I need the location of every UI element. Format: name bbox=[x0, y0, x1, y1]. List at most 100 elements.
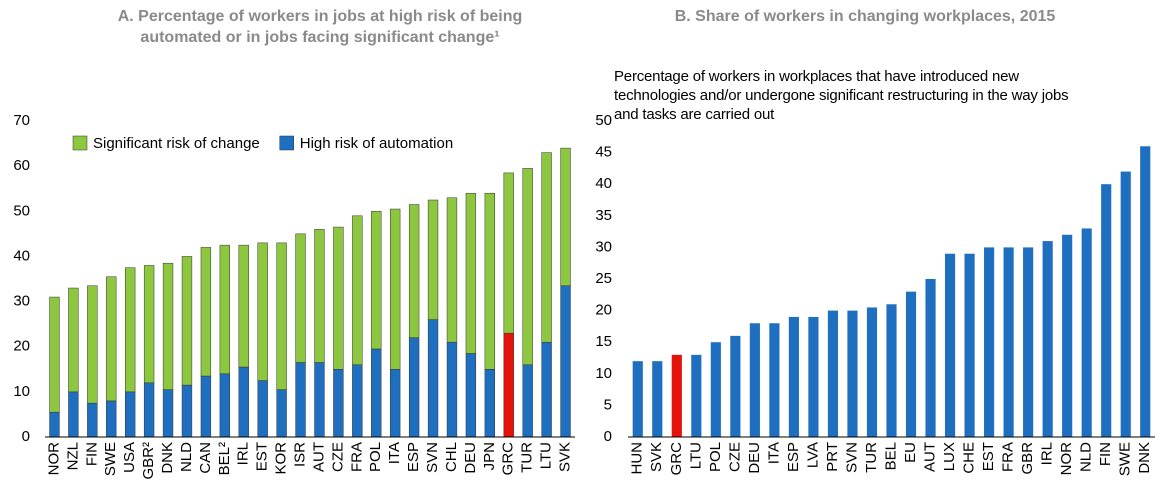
y-tick-label: 0 bbox=[22, 428, 30, 445]
bar-segment bbox=[257, 380, 268, 438]
bar bbox=[691, 354, 702, 437]
legend-swatch bbox=[72, 135, 88, 151]
bar-segment bbox=[446, 197, 458, 343]
bar-segment bbox=[276, 389, 287, 438]
bar-segment bbox=[390, 208, 401, 370]
bar-segment bbox=[106, 276, 117, 402]
bar bbox=[749, 323, 760, 437]
x-tick-label: BEL² bbox=[216, 442, 233, 475]
y-tick-label: 50 bbox=[595, 112, 612, 129]
x-tick-label: IRL bbox=[1039, 442, 1056, 465]
bar-segment bbox=[503, 172, 514, 334]
bar-segment bbox=[87, 285, 98, 404]
bar-segment bbox=[200, 247, 212, 377]
x-tick-label: NLD bbox=[1078, 442, 1095, 472]
bar-segment bbox=[181, 384, 193, 438]
x-tick-label: FRA bbox=[348, 442, 365, 472]
y-tick-label: 35 bbox=[595, 207, 612, 224]
x-tick-label: ESP bbox=[405, 442, 422, 472]
bar-segment bbox=[408, 337, 420, 438]
legend-label: High risk of automation bbox=[300, 135, 453, 152]
y-tick-label: 40 bbox=[595, 175, 612, 192]
bar-segment bbox=[333, 369, 344, 438]
bar-segment bbox=[125, 391, 136, 438]
y-tick-label: 0 bbox=[604, 428, 612, 445]
x-tick-label: EU bbox=[902, 442, 919, 463]
bar bbox=[925, 279, 936, 437]
x-tick-label: SVN bbox=[843, 442, 860, 473]
bar bbox=[1062, 234, 1073, 437]
bar-segment bbox=[219, 373, 230, 438]
bar-segment bbox=[162, 389, 174, 438]
legend-swatch bbox=[279, 135, 295, 151]
bar-segment bbox=[143, 265, 155, 384]
bar-segment bbox=[238, 366, 249, 438]
y-tick-label: 40 bbox=[13, 247, 30, 264]
x-tick-label: SWE bbox=[102, 442, 119, 476]
x-tick-label: SVK bbox=[648, 442, 665, 472]
bar bbox=[827, 310, 839, 437]
bar bbox=[788, 316, 799, 437]
bar bbox=[886, 304, 897, 437]
x-tick-label: NOR bbox=[1058, 442, 1075, 476]
bar-segment bbox=[314, 362, 325, 438]
x-tick-label: AUT bbox=[922, 442, 939, 472]
x-tick-label: POL bbox=[367, 442, 384, 472]
x-tick-label: FIN bbox=[1097, 442, 1114, 466]
x-tick-label: ISR bbox=[292, 442, 309, 467]
bar-segment bbox=[49, 296, 60, 413]
bar-segment bbox=[522, 364, 533, 438]
x-tick-label: CHE bbox=[961, 442, 978, 474]
bar-segment bbox=[257, 242, 268, 381]
x-tick-label: DNK bbox=[1136, 442, 1153, 474]
chart-title: B. Share of workers in changing workplac… bbox=[674, 8, 1056, 25]
bar bbox=[1042, 241, 1053, 437]
x-tick-label: NZL bbox=[64, 442, 81, 470]
x-tick-label: CAN bbox=[197, 442, 214, 474]
bar-segment bbox=[125, 267, 136, 393]
y-tick-label: 15 bbox=[595, 333, 612, 350]
x-tick-label: ITA bbox=[765, 442, 782, 464]
y-tick-label: 25 bbox=[595, 270, 612, 287]
x-tick-label: SVK bbox=[557, 442, 574, 472]
y-tick-label: 60 bbox=[13, 157, 30, 174]
bar-segment bbox=[465, 353, 477, 438]
bar-segment bbox=[68, 391, 79, 438]
x-tick-label: HUN bbox=[629, 442, 646, 475]
bar bbox=[769, 323, 780, 437]
x-tick-label: CZE bbox=[726, 442, 743, 472]
bar bbox=[671, 354, 682, 437]
x-tick-label: POL bbox=[707, 442, 724, 472]
bar-segment bbox=[484, 192, 495, 370]
bar-segment bbox=[181, 256, 193, 386]
x-tick-label: SVN bbox=[424, 442, 441, 473]
bar-segment bbox=[295, 233, 306, 363]
bar-segment bbox=[352, 364, 363, 438]
bar bbox=[984, 247, 995, 437]
x-tick-label: BEL bbox=[882, 442, 899, 470]
bar bbox=[964, 253, 975, 437]
bar bbox=[710, 342, 721, 437]
bar bbox=[1120, 171, 1131, 437]
x-tick-label: GRC bbox=[668, 442, 685, 476]
x-tick-label: GBR bbox=[1019, 442, 1036, 475]
bar-segment bbox=[238, 244, 249, 368]
bar-segment bbox=[68, 287, 79, 393]
bar-segment bbox=[162, 262, 174, 390]
y-tick-label: 10 bbox=[595, 365, 612, 382]
bar-segment bbox=[371, 211, 382, 350]
bar bbox=[1081, 228, 1092, 437]
bar bbox=[730, 335, 741, 437]
bar-segment bbox=[560, 285, 571, 438]
y-tick-label: 10 bbox=[13, 383, 30, 400]
bar bbox=[847, 310, 858, 437]
x-tick-label: FRA bbox=[1000, 442, 1017, 472]
x-tick-label: IRL bbox=[235, 442, 252, 465]
x-tick-label: ITA bbox=[386, 442, 403, 464]
bar bbox=[808, 316, 819, 437]
bar-segment bbox=[427, 319, 439, 438]
y-tick-label: 30 bbox=[13, 293, 30, 310]
bar-segment bbox=[541, 341, 552, 438]
x-tick-label: LUX bbox=[941, 442, 958, 471]
x-tick-label: AUT bbox=[310, 442, 327, 472]
